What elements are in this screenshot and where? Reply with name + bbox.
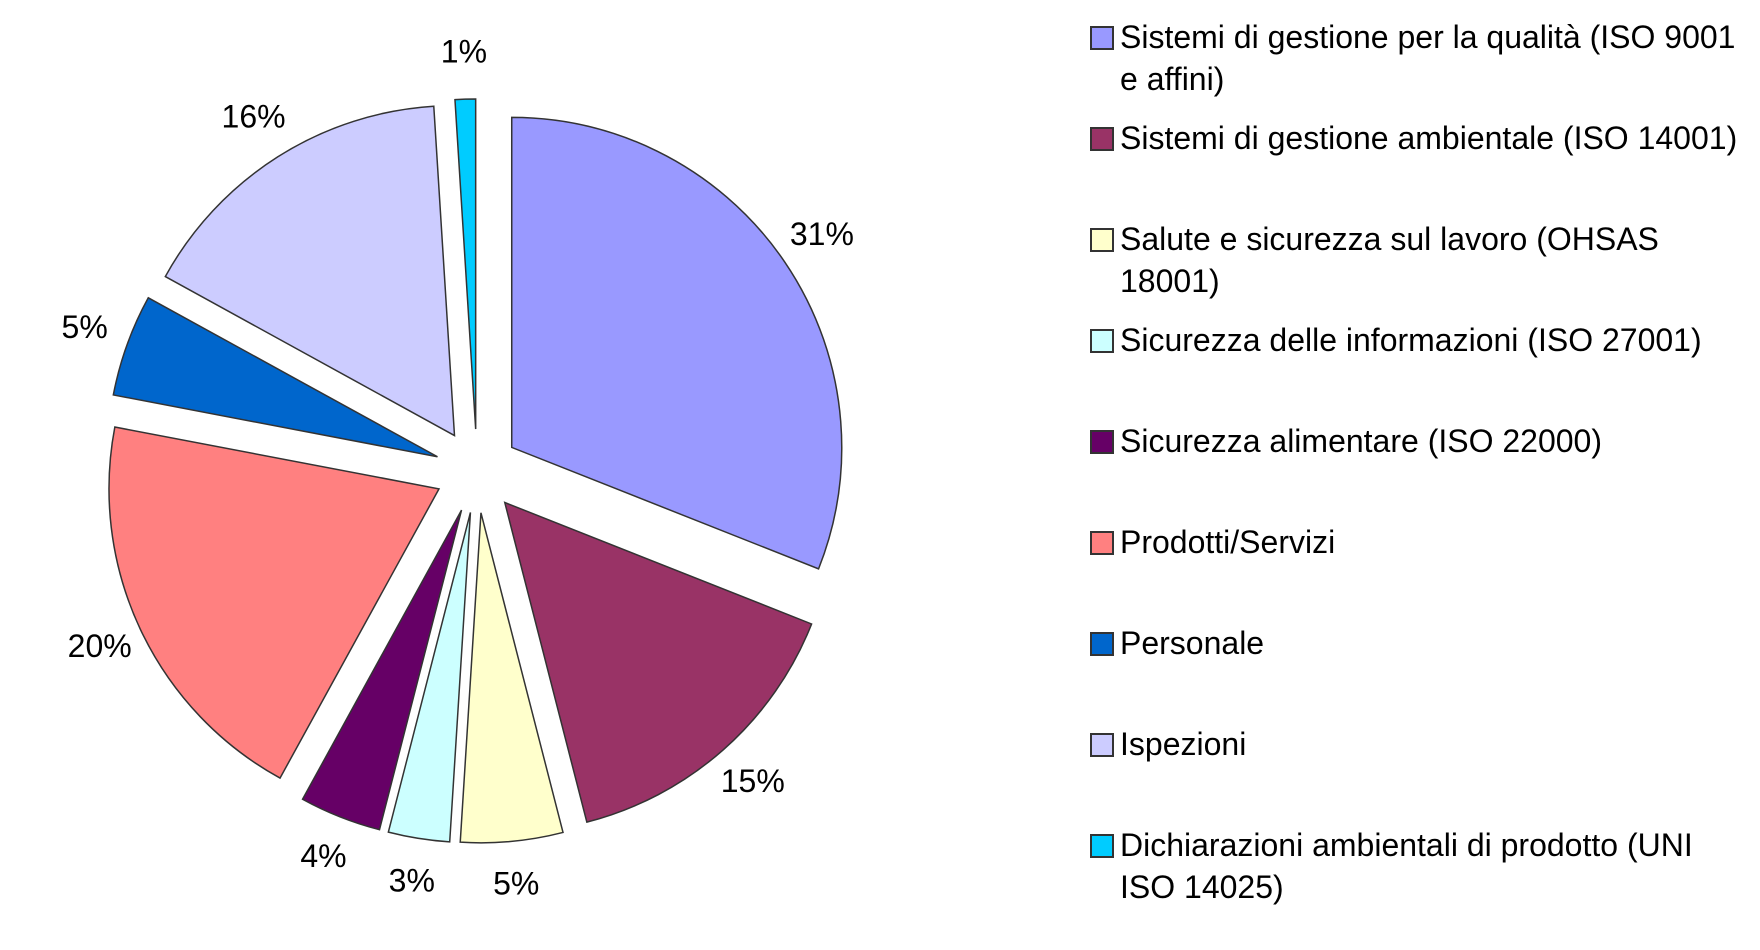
legend-swatch bbox=[1090, 228, 1114, 252]
legend-label: Salute e sicurezza sul lavoro (OHSAS 180… bbox=[1120, 221, 1659, 299]
legend-label: Sistemi di gestione per la qualità (ISO … bbox=[1120, 19, 1736, 97]
data-label: 16% bbox=[222, 98, 286, 134]
data-label: 15% bbox=[721, 763, 785, 799]
legend-swatch bbox=[1090, 733, 1114, 757]
data-label: 31% bbox=[790, 216, 854, 252]
legend-swatch bbox=[1090, 834, 1114, 858]
legend-item: Dichiarazioni ambientali di prodotto (UN… bbox=[1090, 824, 1750, 908]
legend-swatch bbox=[1090, 430, 1114, 454]
legend-item: Sistemi di gestione ambientale (ISO 1400… bbox=[1090, 117, 1750, 159]
chart: 31% 15% 5% 3% 4% 20% 5% 16% 1% bbox=[62, 34, 854, 902]
legend-item: Sicurezza delle informazioni (ISO 27001) bbox=[1090, 319, 1750, 361]
legend-label: Sistemi di gestione ambientale (ISO 1400… bbox=[1120, 120, 1738, 156]
legend-swatch bbox=[1090, 632, 1114, 656]
data-label: 5% bbox=[62, 309, 108, 345]
legend-item: Prodotti/Servizi bbox=[1090, 521, 1750, 563]
pie-slice bbox=[510, 116, 843, 570]
data-label: 3% bbox=[389, 862, 435, 898]
legend-swatch bbox=[1090, 329, 1114, 353]
pie-slice bbox=[108, 426, 441, 780]
legend-label: Dichiarazioni ambientali di prodotto (UN… bbox=[1120, 827, 1693, 905]
pie-slice bbox=[387, 512, 472, 843]
legend-swatch bbox=[1090, 531, 1114, 555]
legend-item: Sistemi di gestione per la qualità (ISO … bbox=[1090, 16, 1750, 100]
legend-item: Salute e sicurezza sul lavoro (OHSAS 180… bbox=[1090, 218, 1750, 302]
data-label: 1% bbox=[441, 34, 487, 70]
pie-slice bbox=[164, 105, 456, 437]
legend-item: Personale bbox=[1090, 622, 1750, 664]
data-label: 4% bbox=[300, 838, 346, 874]
pie-slice bbox=[454, 98, 477, 430]
pie-slice bbox=[112, 296, 438, 458]
legend-swatch bbox=[1090, 127, 1114, 151]
pie-slice bbox=[503, 501, 813, 824]
legend-label: Prodotti/Servizi bbox=[1120, 524, 1336, 560]
legend-label: Ispezioni bbox=[1120, 726, 1247, 762]
legend-item: Sicurezza alimentare (ISO 22000) bbox=[1090, 420, 1750, 462]
pie-slice bbox=[301, 509, 463, 831]
legend-label: Sicurezza delle informazioni (ISO 27001) bbox=[1120, 322, 1702, 358]
legend-label: Sicurezza alimentare (ISO 22000) bbox=[1120, 423, 1602, 459]
legend-label: Personale bbox=[1120, 625, 1265, 661]
legend-item: Ispezioni bbox=[1090, 723, 1750, 765]
data-label: 20% bbox=[68, 628, 132, 664]
legend-swatch bbox=[1090, 26, 1114, 50]
data-label: 5% bbox=[493, 866, 539, 902]
pie-slice bbox=[459, 512, 564, 844]
